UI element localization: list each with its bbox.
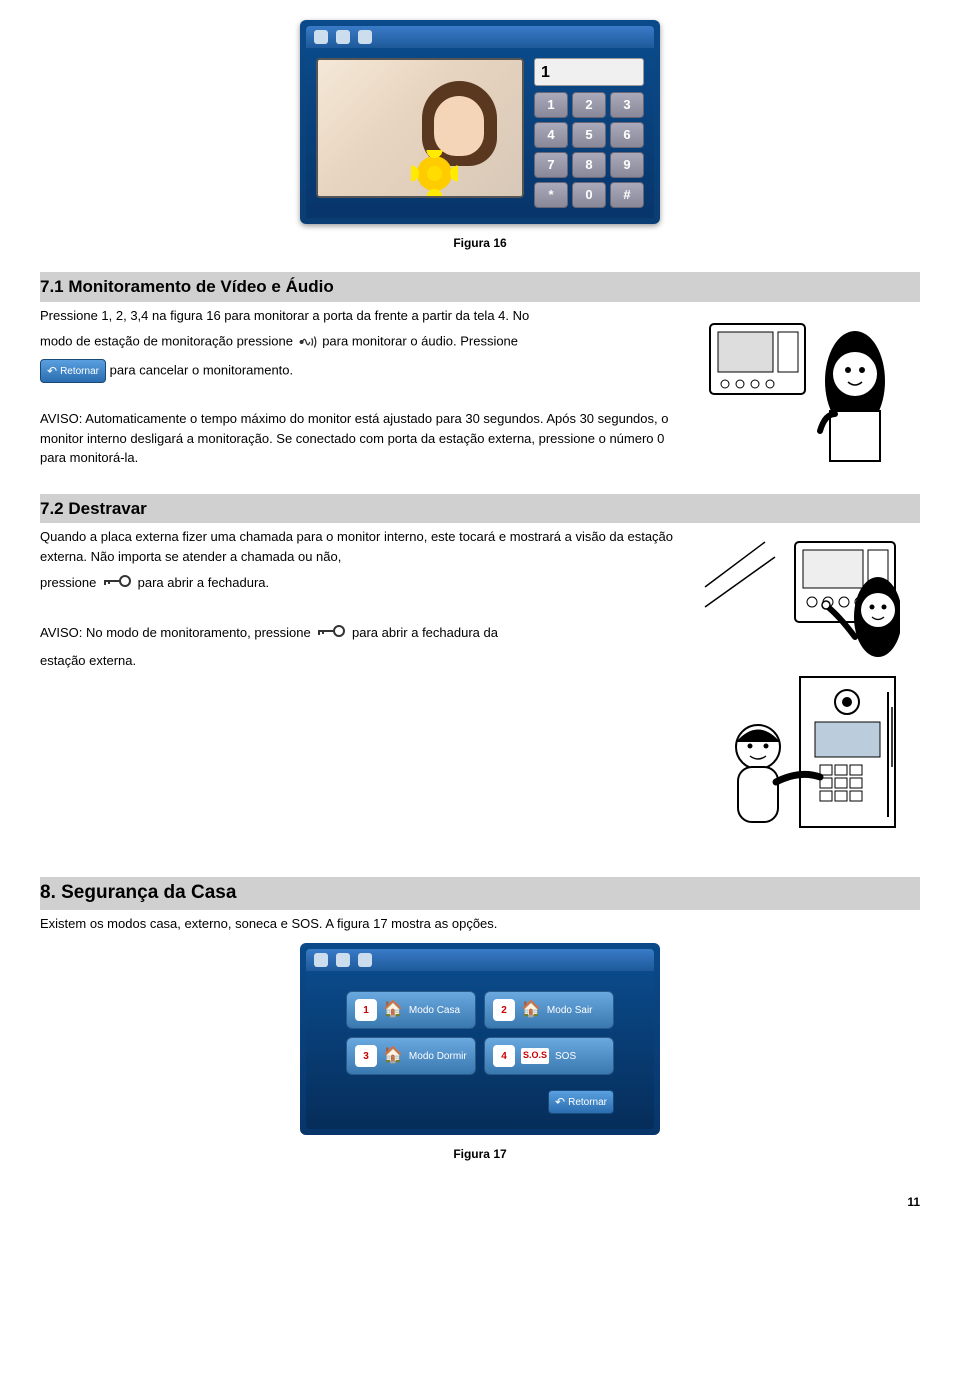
retornar-button[interactable]: Retornar [40,359,106,383]
sec8-p1: Existem os modos casa, externo, soneca e… [40,914,920,934]
figure-17-caption: Figura 17 [40,1145,920,1163]
retornar-button[interactable]: Retornar [548,1090,614,1114]
mode-panel: 1 🏠 Modo Casa 2 🏠 Modo Sair 3 🏠 Modo Dor… [306,971,654,1129]
mode-number: 2 [493,999,515,1021]
mode-number: 4 [493,1045,515,1067]
figure-16-caption: Figura 16 [40,234,920,252]
section-7-1-text: Pressione 1, 2, 3,4 na figura 16 para mo… [40,306,680,474]
person-illustration [412,81,507,196]
page-number: 11 [40,1193,920,1211]
sec72-notice-b: para abrir a fechadura da [352,625,498,640]
keypad-area: 1 1 2 3 4 5 6 7 8 9 * 0 # [534,58,644,208]
cartoon-7-2 [700,527,920,837]
house-icon: 🏠 [383,998,403,1022]
topbar-icon [314,30,328,44]
topbar-icon [336,953,350,967]
key-2[interactable]: 2 [572,92,606,118]
sec71-p2b: para monitorar o áudio. Pressione [322,333,518,348]
key-5[interactable]: 5 [572,122,606,148]
audio-wave-icon [297,331,319,353]
mode-label: Modo Dormir [409,1049,467,1064]
keypad-display: 1 [534,58,644,86]
keypad-grid: 1 2 3 4 5 6 7 8 9 * 0 # [534,92,644,208]
section-7-2-heading: 7.2 Destravar [40,494,920,524]
sec71-p2a: modo de estação de monitoração pressione [40,333,293,348]
key-7[interactable]: 7 [534,152,568,178]
figure-16-device: 1 1 2 3 4 5 6 7 8 9 * 0 # [300,20,660,224]
key-icon [316,622,346,646]
topbar-icon [358,30,372,44]
key-hash[interactable]: # [610,182,644,208]
sec71-p3: para cancelar o monitoramento. [110,362,294,377]
key-9[interactable]: 9 [610,152,644,178]
mode-label: SOS [555,1049,576,1064]
section-7-1-heading: 7.1 Monitoramento de Vídeo e Áudio [40,272,920,302]
video-preview [316,58,524,198]
mode-casa[interactable]: 1 🏠 Modo Casa [346,991,476,1029]
topbar-icon [336,30,350,44]
mode-sos[interactable]: 4 S.O.S SOS [484,1037,614,1075]
sec72-p1: Quando a placa externa fizer uma chamada… [40,527,680,566]
key-3[interactable]: 3 [610,92,644,118]
cartoon-7-1 [700,306,920,466]
key-star[interactable]: * [534,182,568,208]
mode-number: 1 [355,999,377,1021]
sec72-p2b: para abrir a fechadura. [138,575,270,590]
key-icon [102,572,132,596]
house-icon: 🏠 [521,998,541,1022]
sec72-notice-a: AVISO: No modo de monitoramento, pressio… [40,625,311,640]
mode-label: Modo Casa [409,1003,460,1018]
mode-sair[interactable]: 2 🏠 Modo Sair [484,991,614,1029]
mode-dormir[interactable]: 3 🏠 Modo Dormir [346,1037,476,1075]
sec71-notice: AVISO: Automaticamente o tempo máximo do… [40,409,680,468]
sos-icon: S.O.S [521,1048,549,1064]
device-main: 1 1 2 3 4 5 6 7 8 9 * 0 # [306,48,654,218]
sec72-p2a: pressione [40,575,96,590]
key-0[interactable]: 0 [572,182,606,208]
device-topbar [306,26,654,48]
key-6[interactable]: 6 [610,122,644,148]
topbar-icon [358,953,372,967]
device-topbar [306,949,654,971]
figure-17-device: 1 🏠 Modo Casa 2 🏠 Modo Sair 3 🏠 Modo Dor… [300,943,660,1135]
sec72-notice-c: estação externa. [40,651,680,671]
key-4[interactable]: 4 [534,122,568,148]
topbar-icon [314,953,328,967]
mode-number: 3 [355,1045,377,1067]
house-icon: 🏠 [383,1044,403,1068]
section-7-2-text: Quando a placa externa fizer uma chamada… [40,527,680,677]
section-8-heading: 8. Segurança da Casa [40,877,920,910]
key-1[interactable]: 1 [534,92,568,118]
mode-label: Modo Sair [547,1003,593,1018]
sec71-p1: Pressione 1, 2, 3,4 na figura 16 para mo… [40,306,680,326]
key-8[interactable]: 8 [572,152,606,178]
